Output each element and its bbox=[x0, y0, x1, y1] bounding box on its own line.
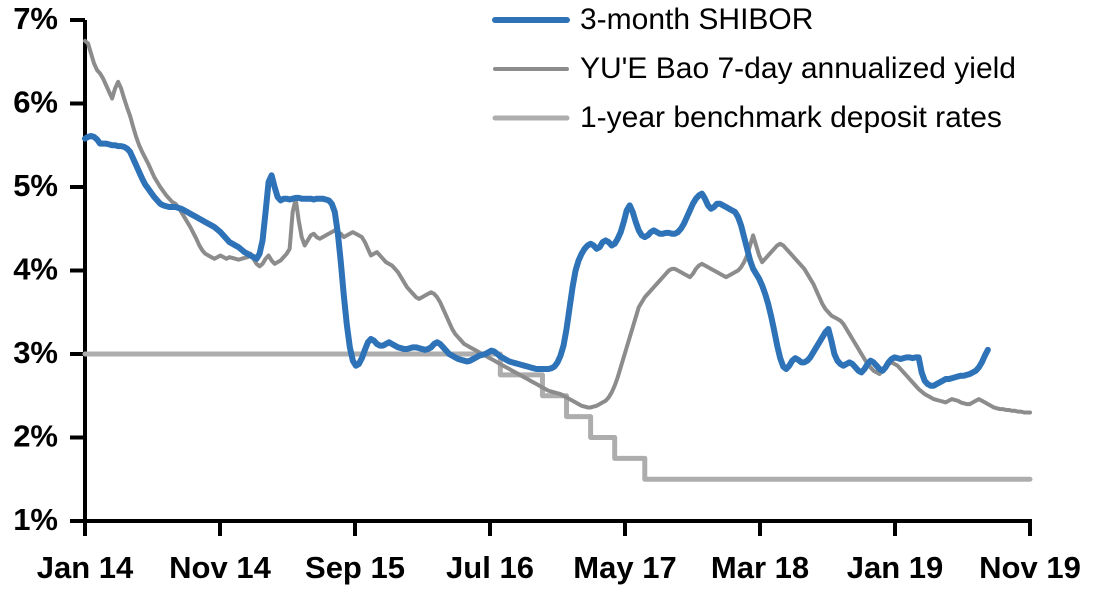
y-axis-labels: 7% 6% 5% 4% 3% 2% 1% bbox=[13, 1, 58, 537]
chart-legend: 3-month SHIBOR YU'E Bao 7-day annualized … bbox=[492, 3, 1016, 134]
y-axis-tick-label: 2% bbox=[13, 419, 58, 454]
y-axis-ticks bbox=[70, 18, 85, 523]
legend-label-0: 3-month SHIBOR bbox=[580, 3, 813, 36]
legend-label-1: YU'E Bao 7-day annualized yield bbox=[580, 52, 1016, 85]
series-line-benchmark bbox=[82, 351, 1033, 482]
x-axis-tick-label: Mar 18 bbox=[711, 550, 809, 585]
x-axis-tick-label: Sep 15 bbox=[305, 550, 405, 585]
series-line-yuebao bbox=[83, 38, 1032, 415]
x-axis-tick-label: Jan 19 bbox=[847, 550, 944, 585]
y-axis-tick-label: 1% bbox=[13, 502, 58, 537]
x-axis-tick-label: Nov 14 bbox=[169, 550, 271, 585]
x-axis-ticks bbox=[83, 521, 1032, 536]
y-axis-tick-label: 7% bbox=[13, 1, 58, 36]
x-axis-tick-label: May 17 bbox=[573, 550, 676, 585]
y-axis-tick-label: 6% bbox=[13, 85, 58, 120]
legend-label-2: 1-year benchmark deposit rates bbox=[580, 101, 1002, 134]
x-axis-labels: Jan 14 Nov 14 Sep 15 Jul 16 May 17 Mar 18 Jan … bbox=[37, 550, 1081, 585]
y-axis-tick-label: 4% bbox=[13, 252, 58, 287]
y-axis-tick-label: 5% bbox=[13, 168, 58, 203]
series-layer bbox=[82, 38, 1033, 482]
y-axis-tick-label: 3% bbox=[13, 335, 58, 370]
x-axis-tick-label: Nov 19 bbox=[979, 550, 1081, 585]
x-axis-tick-label: Jan 14 bbox=[37, 550, 134, 585]
series-line-shibor bbox=[82, 133, 991, 389]
x-axis-tick-label: Jul 16 bbox=[446, 550, 534, 585]
